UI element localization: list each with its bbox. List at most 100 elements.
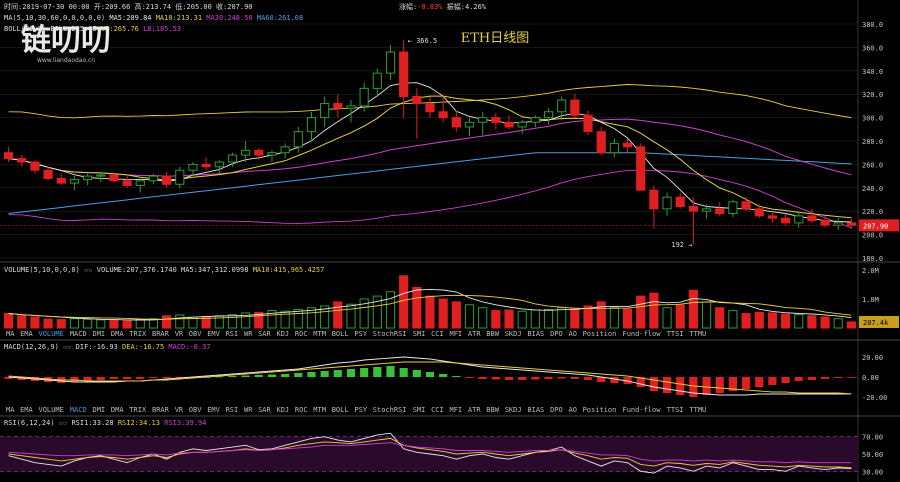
volume-bar (636, 295, 646, 329)
indicator-tab[interactable]: EMA (20, 406, 33, 414)
indicator-tab[interactable]: ROC (295, 406, 308, 414)
indicator-tab[interactable]: PSY (354, 406, 367, 414)
indicator-tab[interactable]: MTM (313, 330, 326, 338)
indicator-tab[interactable]: EMA (20, 330, 33, 338)
macd-histogram-bar (360, 368, 369, 377)
indicator-tab[interactable]: BIAS (527, 406, 544, 414)
indicator-tab[interactable]: ROC (295, 330, 308, 338)
indicator-tab[interactable]: MTM (313, 406, 326, 414)
macd-axis-label: 20.00 (862, 354, 883, 362)
indicator-tab[interactable]: DMA (111, 330, 124, 338)
indicator-tab[interactable]: AO (569, 406, 577, 414)
volume-bar (583, 305, 593, 329)
macd-histogram-bar (662, 377, 672, 393)
indicator-tab[interactable]: DMI (93, 406, 106, 414)
indicator-tab[interactable]: SKDJ (505, 406, 522, 414)
indicator-tab[interactable]: TTMU (689, 406, 706, 414)
macd-histogram-bar (123, 377, 132, 379)
volume-bar (807, 315, 817, 329)
indicator-tab[interactable]: EMV (207, 406, 220, 414)
volume-bar (767, 312, 777, 329)
candle-body (820, 220, 830, 226)
indicator-tab[interactable]: StochRSI (373, 406, 407, 414)
volume-bar (241, 312, 251, 329)
indicator-tab[interactable]: KDJ (277, 330, 290, 338)
indicator-tab[interactable]: TTMU (689, 330, 706, 338)
indicator-tab[interactable]: CCI (431, 330, 444, 338)
indicator-tab[interactable]: SAR (258, 406, 271, 414)
candle-body (807, 215, 817, 222)
indicator-tab[interactable]: EMV (207, 330, 220, 338)
indicator-tab[interactable]: BIAS (527, 330, 544, 338)
candle-body (530, 117, 540, 123)
indicator-tab[interactable]: Fund-flow (623, 330, 662, 338)
indicator-tab[interactable]: VOLUME (39, 406, 64, 414)
indicator-tab[interactable]: TTSI (667, 330, 684, 338)
indicator-tab[interactable]: BOLL (332, 330, 349, 338)
indicator-tab[interactable]: MACD (70, 330, 87, 338)
indicator-tab[interactable]: OBV (189, 406, 202, 414)
volume-bar (227, 314, 238, 329)
price-axis-label: 320.0 (862, 91, 883, 99)
chart-title: ETH日线图 (461, 31, 530, 46)
indicator-tab[interactable]: RSI (226, 330, 239, 338)
price-axis-label: 360.0 (862, 44, 883, 52)
indicator-tab[interactable]: VR (175, 330, 184, 338)
indicator-tab[interactable]: KDJ (277, 406, 290, 414)
indicator-tab[interactable]: TRIX (129, 406, 147, 414)
indicator-tab[interactable]: VOLUME (39, 330, 64, 338)
indicator-tab[interactable]: MA (6, 330, 15, 338)
volume-bar (609, 307, 619, 329)
indicator-tab[interactable]: Fund-flow (623, 406, 662, 414)
indicator-tab[interactable]: DPO (550, 406, 563, 414)
indicator-tab[interactable]: WR (244, 330, 253, 338)
candle-body (491, 117, 501, 123)
indicator-tab[interactable]: MACD (70, 406, 87, 414)
indicator-tab[interactable]: BRAR (152, 330, 170, 338)
candle-body (412, 96, 422, 105)
indicator-tab[interactable]: SMI (413, 330, 426, 338)
macd-histogram-bar (307, 372, 316, 377)
indicator-tab[interactable]: ATR (468, 406, 481, 414)
indicator-tab[interactable]: MFI (450, 330, 463, 338)
indicator-tab[interactable]: CCI (431, 406, 444, 414)
candle-body (570, 99, 580, 116)
indicator-tab[interactable]: BBW (486, 330, 499, 338)
indicator-tab[interactable]: BBW (486, 406, 499, 414)
macd-histogram-bar (254, 375, 263, 377)
rsi-axis-label: 30.00 (862, 468, 883, 476)
volume-bar (425, 295, 435, 329)
indicator-tab[interactable]: MA (6, 406, 15, 414)
indicator-tab[interactable]: WR (244, 406, 253, 414)
indicator-tab[interactable]: BOLL (332, 406, 349, 414)
indicator-tab[interactable]: SAR (258, 330, 271, 338)
macd-histogram-bar (518, 377, 527, 380)
candle-body (83, 175, 93, 181)
indicator-tab[interactable]: SMI (413, 406, 426, 414)
indicator-tab[interactable]: DPO (550, 330, 563, 338)
indicator-tab[interactable]: DMI (93, 330, 106, 338)
price-axis-label: 300.0 (862, 115, 883, 123)
volume-bar (385, 291, 396, 329)
macd-histogram-bar (109, 377, 119, 379)
indicator-tab[interactable]: AO (569, 330, 577, 338)
volume-bar (254, 311, 264, 329)
indicator-tab[interactable]: TRIX (129, 330, 147, 338)
indicator-tab[interactable]: Position (583, 406, 617, 414)
indicator-tab[interactable]: SKDJ (505, 330, 522, 338)
candle-body (372, 72, 382, 89)
indicator-tab[interactable]: BRAR (152, 406, 170, 414)
indicator-tab[interactable]: VR (175, 406, 184, 414)
indicator-tab[interactable]: StochRSI (373, 330, 407, 338)
indicator-tab[interactable]: TTSI (667, 406, 684, 414)
candle-body (227, 154, 238, 163)
indicator-tab[interactable]: ATR (468, 330, 481, 338)
indicator-tab[interactable]: OBV (189, 330, 202, 338)
macd-histogram-bar (728, 377, 737, 391)
indicator-tab[interactable]: MFI (450, 406, 463, 414)
indicator-tab[interactable]: DMA (111, 406, 124, 414)
indicator-tab[interactable]: RSI (226, 406, 239, 414)
macd-histogram-bar (70, 377, 79, 382)
indicator-tab[interactable]: PSY (354, 330, 367, 338)
indicator-tab[interactable]: Position (583, 330, 617, 338)
